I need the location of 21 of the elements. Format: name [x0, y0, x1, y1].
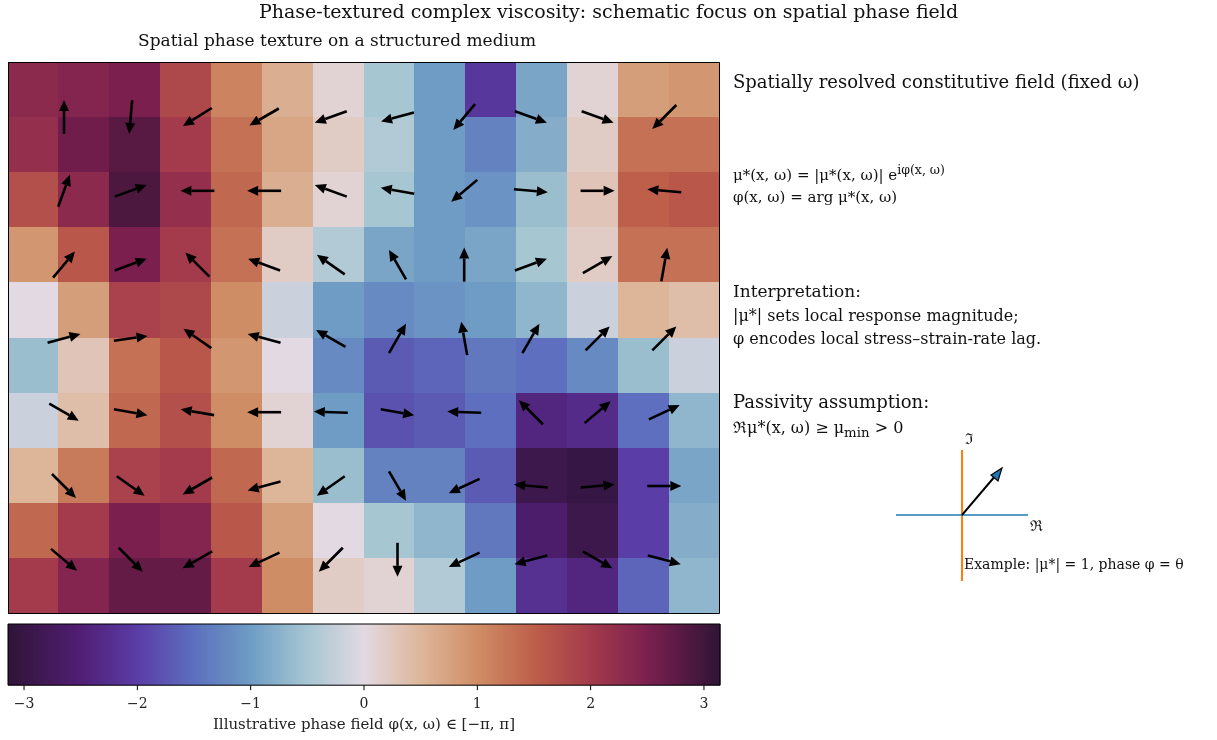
- text: Interpretation:: [733, 281, 861, 301]
- text: ℜμ*(x, ω) ≥ μ$_{min}$ > 0: [733, 417, 904, 441]
- color-bar-label: 1: [472, 695, 482, 712]
- color-bar-label: −3: [13, 695, 35, 712]
- color-bar-label: 0: [359, 695, 369, 712]
- text: Example: |μ*| = 1, phase φ = θ: [964, 556, 1184, 572]
- color-bar-label: 2: [586, 695, 596, 712]
- text: φ(x, ω) = arg μ*(x, ω): [733, 188, 898, 206]
- text: ℜ: [1030, 516, 1043, 535]
- color-bar-label: −2: [127, 695, 148, 712]
- color-bar-label: −1: [240, 695, 261, 712]
- text: φ encodes local stress–strain-rate lag.: [733, 329, 1042, 348]
- text: |μ*| sets local response magnitude;: [733, 306, 1019, 325]
- text: Passivity assumption:: [733, 391, 930, 412]
- text: ℑ: [965, 429, 973, 448]
- color-bar-title: Illustrative phase field φ(x, ω) ∈ [−π, π]: [212, 714, 516, 733]
- text: Spatially resolved constitutive field (fixed ω): [733, 71, 1140, 92]
- text: μ*(x, ω) = |μ*(x, ω)| e$^{iφ(x, ω)}$: [733, 162, 945, 184]
- chart-subtitle: Spatial phase texture on a structured medium: [138, 30, 537, 50]
- color-bar-label: 3: [699, 695, 709, 712]
- chart-title: Phase-textured complex viscosity: schematic focus on spatial phase field: [257, 0, 960, 22]
